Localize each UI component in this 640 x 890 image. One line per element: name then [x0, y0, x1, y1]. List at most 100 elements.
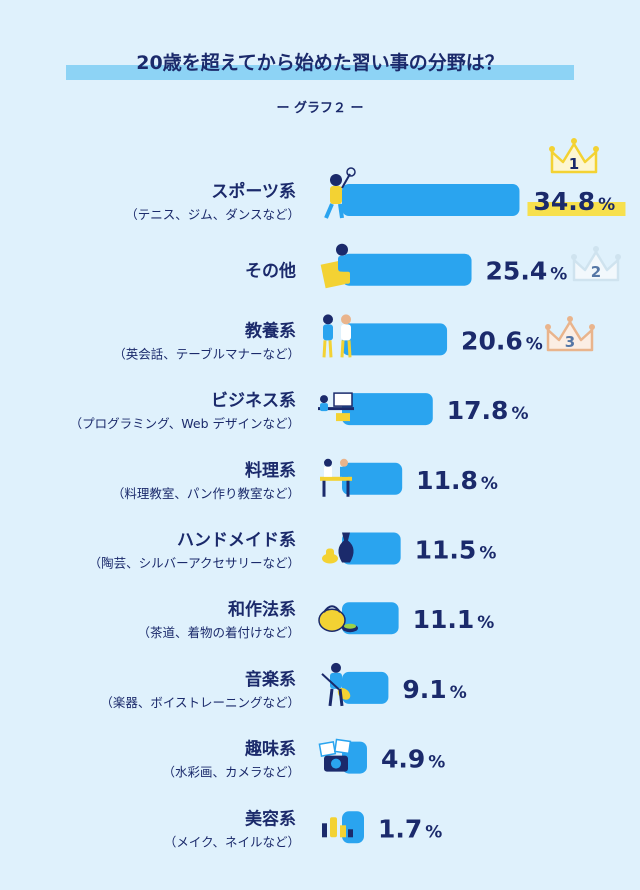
bar — [342, 671, 389, 704]
icon-part — [318, 407, 354, 411]
value-label: 17.8% — [447, 396, 529, 425]
category-detail: （テニス、ジム、ダンスなど） — [125, 207, 300, 222]
icon-part — [341, 173, 351, 189]
chart-title-text: 20歳を超えてから始めた習い事の分野は？ — [136, 52, 504, 74]
camera-photos-icon — [318, 738, 352, 772]
crown-shape — [546, 320, 594, 352]
category-detail: （プログラミング、Web デザインなど） — [70, 416, 300, 431]
icon-part — [326, 548, 334, 559]
bar — [342, 462, 403, 495]
reading-woman-icon — [320, 243, 350, 289]
value-unit: % — [526, 334, 543, 354]
value-label: 4.9% — [381, 745, 445, 774]
icon-part — [344, 623, 356, 629]
bar — [342, 323, 448, 356]
icon-part — [340, 466, 348, 477]
conversation-people-icon — [322, 314, 352, 358]
icon-part — [336, 271, 350, 284]
crown-jewel — [567, 316, 573, 322]
category-label: 和作法系 — [228, 599, 296, 620]
chart-subtitle: ー グラフ２ ー — [276, 101, 364, 116]
icon-part — [324, 458, 332, 467]
icon-part — [322, 823, 327, 838]
category-label: ハンドメイド系 — [177, 531, 296, 551]
category-detail: （料理教室、パン作り教室など） — [112, 486, 300, 501]
value-label: 11.5% — [415, 536, 497, 565]
crown-bronze-icon: 3 — [545, 316, 595, 352]
category-label: 音楽系 — [245, 669, 296, 690]
icon-part — [320, 395, 328, 404]
category-detail: （茶道、着物の着付けなど） — [137, 625, 300, 640]
icon-part — [328, 688, 344, 707]
value-label: 25.4% — [486, 257, 568, 286]
icon-part — [323, 314, 333, 325]
bar — [342, 811, 364, 844]
icon-part — [324, 466, 332, 477]
bar — [342, 253, 472, 286]
value-number: 4.9 — [381, 745, 425, 774]
value-label: 11.1% — [413, 605, 495, 634]
value-unit: % — [477, 613, 494, 633]
icon-part — [338, 532, 354, 563]
crown-shape — [550, 142, 598, 174]
crown-jewel — [589, 324, 595, 330]
icon-part — [341, 324, 351, 341]
value-unit: % — [425, 822, 442, 842]
value-number: 34.8 — [533, 187, 595, 216]
icon-part — [320, 403, 328, 412]
icon-part — [330, 186, 342, 204]
icon-part — [346, 167, 356, 177]
category-label: 教養系 — [244, 320, 296, 341]
bar — [342, 532, 401, 565]
category-label: ビジネス系 — [211, 391, 296, 411]
icon-part — [323, 324, 333, 341]
category-detail: （メイク、ネイルなど） — [164, 834, 300, 849]
pottery-vase-icon — [322, 532, 354, 564]
value-label: 11.8% — [416, 466, 498, 495]
category-detail: （水彩画、カメラなど） — [162, 765, 300, 780]
guitar-player-icon — [321, 662, 351, 707]
icon-part — [334, 738, 352, 755]
bar — [342, 393, 433, 426]
crown-shape — [572, 250, 620, 282]
crown-jewel — [593, 146, 599, 152]
category-label: 料理系 — [245, 460, 296, 481]
value-number: 9.1 — [402, 675, 446, 704]
value-unit: % — [550, 265, 567, 285]
category-detail: （楽器、ボイストレーニングなど） — [100, 695, 300, 710]
icon-part — [338, 255, 348, 272]
value-unit: % — [511, 404, 528, 424]
crown-gold-icon: 1 — [549, 138, 599, 174]
category-label: 美容系 — [245, 808, 296, 829]
value-number: 11.5 — [415, 536, 477, 565]
rank-number: 1 — [569, 155, 579, 173]
crown-jewel — [571, 138, 577, 144]
crown-jewel — [571, 254, 577, 260]
value-number: 25.4 — [486, 257, 548, 286]
crown-jewel — [549, 146, 555, 152]
icon-part — [330, 174, 342, 186]
icon-part — [331, 758, 341, 769]
crown-jewel — [593, 246, 599, 252]
bar — [342, 184, 520, 216]
crown-jewel — [545, 324, 551, 330]
icon-part — [331, 662, 341, 673]
icon-part — [333, 392, 353, 407]
value-highlight — [527, 202, 626, 216]
cosmetics-icon — [322, 817, 353, 838]
icon-part — [318, 740, 337, 757]
value-unit: % — [450, 683, 467, 703]
icon-part — [340, 340, 352, 358]
value-label: 34.8% — [533, 187, 615, 216]
tea-kettle-icon — [318, 605, 358, 633]
value-label: 1.7% — [378, 814, 442, 843]
title-highlight — [66, 65, 574, 80]
icon-part — [348, 829, 353, 838]
icon-part — [318, 608, 346, 632]
tennis-player-icon — [324, 167, 356, 219]
value-label: 9.1% — [402, 675, 466, 704]
icon-part — [340, 458, 348, 467]
category-detail: （陶芸、シルバーアクセサリーなど） — [89, 556, 300, 571]
rank-number: 2 — [591, 263, 601, 281]
